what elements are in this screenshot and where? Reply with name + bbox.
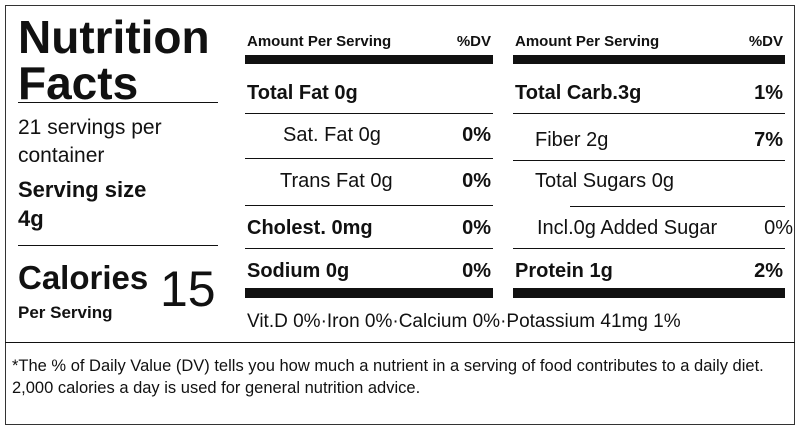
- column-header: Amount Per Serving: [247, 33, 392, 50]
- nutrient: Protein 1g: [515, 260, 613, 282]
- thick-bar: [513, 288, 785, 298]
- nutrient: Total Carb.3g: [515, 82, 642, 104]
- nutrient: Fiber 2g: [535, 129, 609, 151]
- title: Nutrition Facts: [18, 11, 210, 109]
- footnote: *The % of Daily Value (DV) tells you how…: [12, 357, 764, 397]
- divider: [18, 102, 218, 103]
- column-header-dv: %DV: [456, 33, 491, 50]
- nutrient: Incl.0g Added Sugar: [537, 217, 718, 239]
- nutrient-dv: 0%: [764, 217, 793, 239]
- nutrient: Trans Fat 0g: [280, 170, 393, 192]
- nutrient: Cholest. 0mg: [247, 217, 373, 239]
- column-header: Amount Per Serving: [515, 33, 660, 50]
- row-line: [513, 160, 785, 161]
- nutrient-dv: 0%: [462, 124, 491, 146]
- calories-value: 15: [160, 261, 216, 317]
- serving-size-value: 4g: [18, 206, 44, 231]
- calories-sublabel: Per Serving: [18, 303, 113, 322]
- row-line: [570, 206, 785, 207]
- row-line: [245, 248, 493, 249]
- divider: [5, 342, 795, 343]
- column-header-dv: %DV: [748, 33, 783, 50]
- border: [5, 5, 795, 425]
- nutrient-dv: 1%: [754, 82, 783, 104]
- row-line: [245, 205, 493, 206]
- calories-label: Calories: [18, 259, 149, 296]
- serving-size-label: Serving size: [18, 177, 147, 202]
- nutrient: Sat. Fat 0g: [283, 124, 381, 146]
- row-line: [245, 113, 493, 114]
- thick-bar: [245, 288, 493, 298]
- vitamins: Vit.D 0%·Iron 0%·Calcium 0%·Potassium 41…: [247, 311, 681, 332]
- divider: [18, 245, 218, 246]
- nutrient: Total Fat 0g: [247, 82, 358, 104]
- servings: 21 servings per container: [18, 116, 162, 167]
- nutrient-dv: 2%: [754, 260, 783, 282]
- thick-bar: [513, 55, 785, 64]
- nutrient-dv: 7%: [754, 129, 783, 151]
- nutrient: Total Sugars 0g: [535, 170, 674, 192]
- row-line: [245, 158, 493, 159]
- thick-bar: [245, 55, 493, 64]
- nutrient: Sodium 0g: [247, 260, 350, 282]
- row-line: [513, 113, 785, 114]
- nutrient-dv: 0%: [462, 170, 491, 192]
- nutrient-dv: 0%: [462, 217, 491, 239]
- nutrient-dv: 0%: [462, 260, 491, 282]
- row-line: [513, 248, 785, 249]
